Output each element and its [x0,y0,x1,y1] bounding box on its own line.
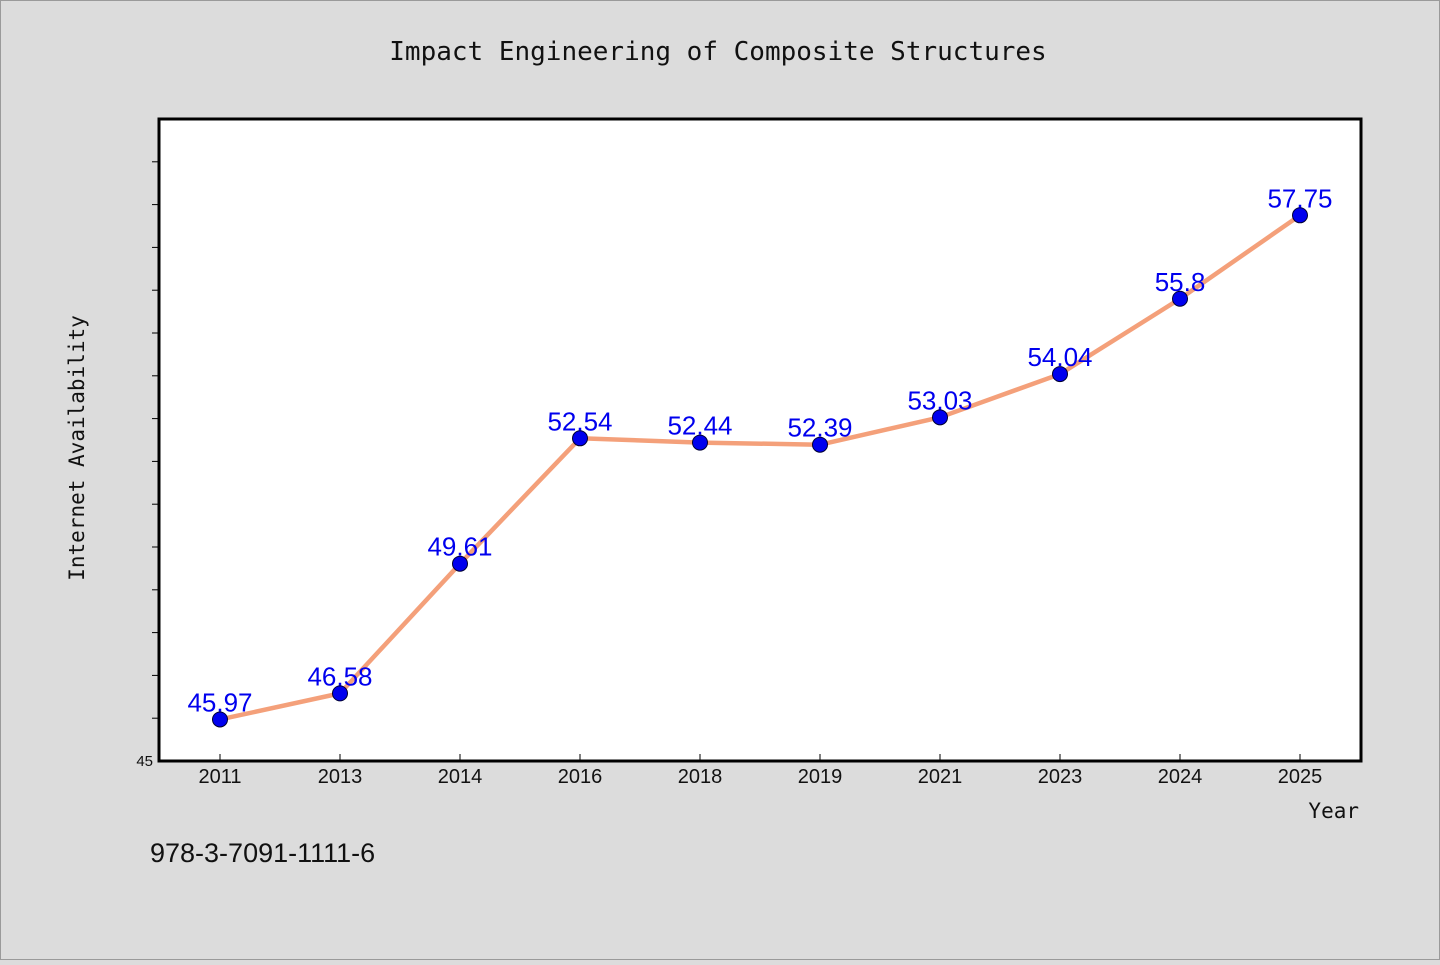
x-tick-label: 2016 [558,766,603,788]
y-tick-label: 45 [136,753,153,770]
plot-area [157,117,1363,763]
x-tick-label: 2018 [678,766,723,788]
y-axis-title: Internet Availability [65,315,89,581]
data-point-marker [932,409,948,426]
x-axis-title: Year [1308,799,1359,823]
data-point-marker [332,685,348,702]
isbn-label: 978-3-7091-1111-6 [150,838,375,868]
data-point-marker [1292,207,1308,224]
data-label: 53.03 [907,385,972,415]
data-point-marker [812,436,828,453]
data-label: 46.58 [307,661,372,691]
x-tick-label: 2013 [318,766,363,788]
data-point-marker [572,430,588,447]
x-tick-label: 2025 [1278,766,1323,788]
series-layer: 45.97 46.58 49.61 52.54 52.44 52.39 53.03 54.04… [187,183,1333,728]
data-label: 55.8 [1155,267,1206,297]
x-tick-label: 2024 [1158,766,1203,788]
data-point-marker [692,434,708,451]
x-tick-label: 2011 [198,766,241,788]
x-tick-label: 2023 [1038,766,1083,788]
data-point-marker [1172,290,1188,307]
data-label: 57.75 [1267,183,1332,213]
data-point-marker [1052,366,1068,383]
x-tick-label: 2014 [438,766,483,788]
data-label: 49.61 [427,532,492,562]
data-label: 52.54 [547,406,612,436]
data-label: 52.39 [787,413,852,443]
data-point-marker [452,555,468,572]
x-tick-label: 2021 [918,766,963,788]
data-label: 54.04 [1027,342,1092,372]
data-label: 52.44 [667,411,732,441]
data-point-marker [212,711,228,728]
data-label: 45.97 [187,687,252,717]
series-line [217,213,1303,722]
chart-title: Impact Engineering of Composite Structur… [389,37,1046,67]
x-axis-ticks: 2011 2013 2014 2016 2018 2019 2021 2023 2024 2025 [198,754,1322,788]
y-axis-ticks: 45 [136,161,159,770]
x-tick-label: 2019 [798,766,843,788]
